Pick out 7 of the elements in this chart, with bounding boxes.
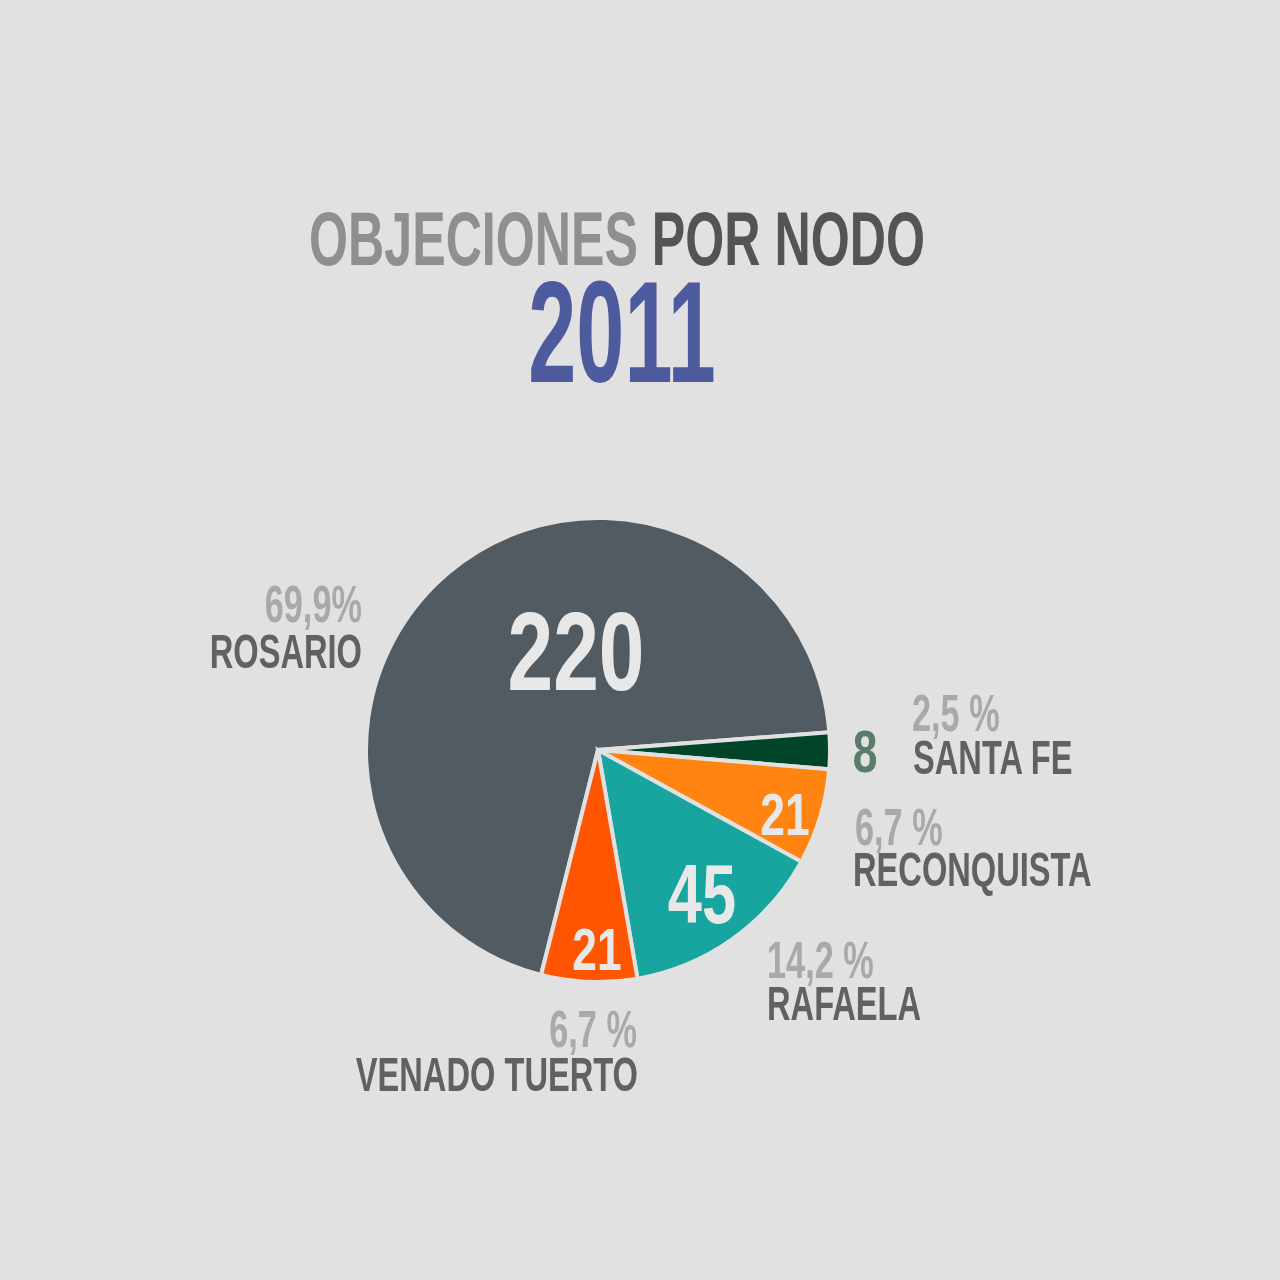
text: 6,7 % xyxy=(549,999,637,1058)
data-label: 8 xyxy=(852,717,878,785)
text: 69,9% xyxy=(264,574,362,633)
data-label: 45 xyxy=(667,847,737,941)
data-label: 21 xyxy=(572,915,622,983)
data-label: 220 xyxy=(507,589,645,714)
data-label: 21 xyxy=(760,780,810,848)
